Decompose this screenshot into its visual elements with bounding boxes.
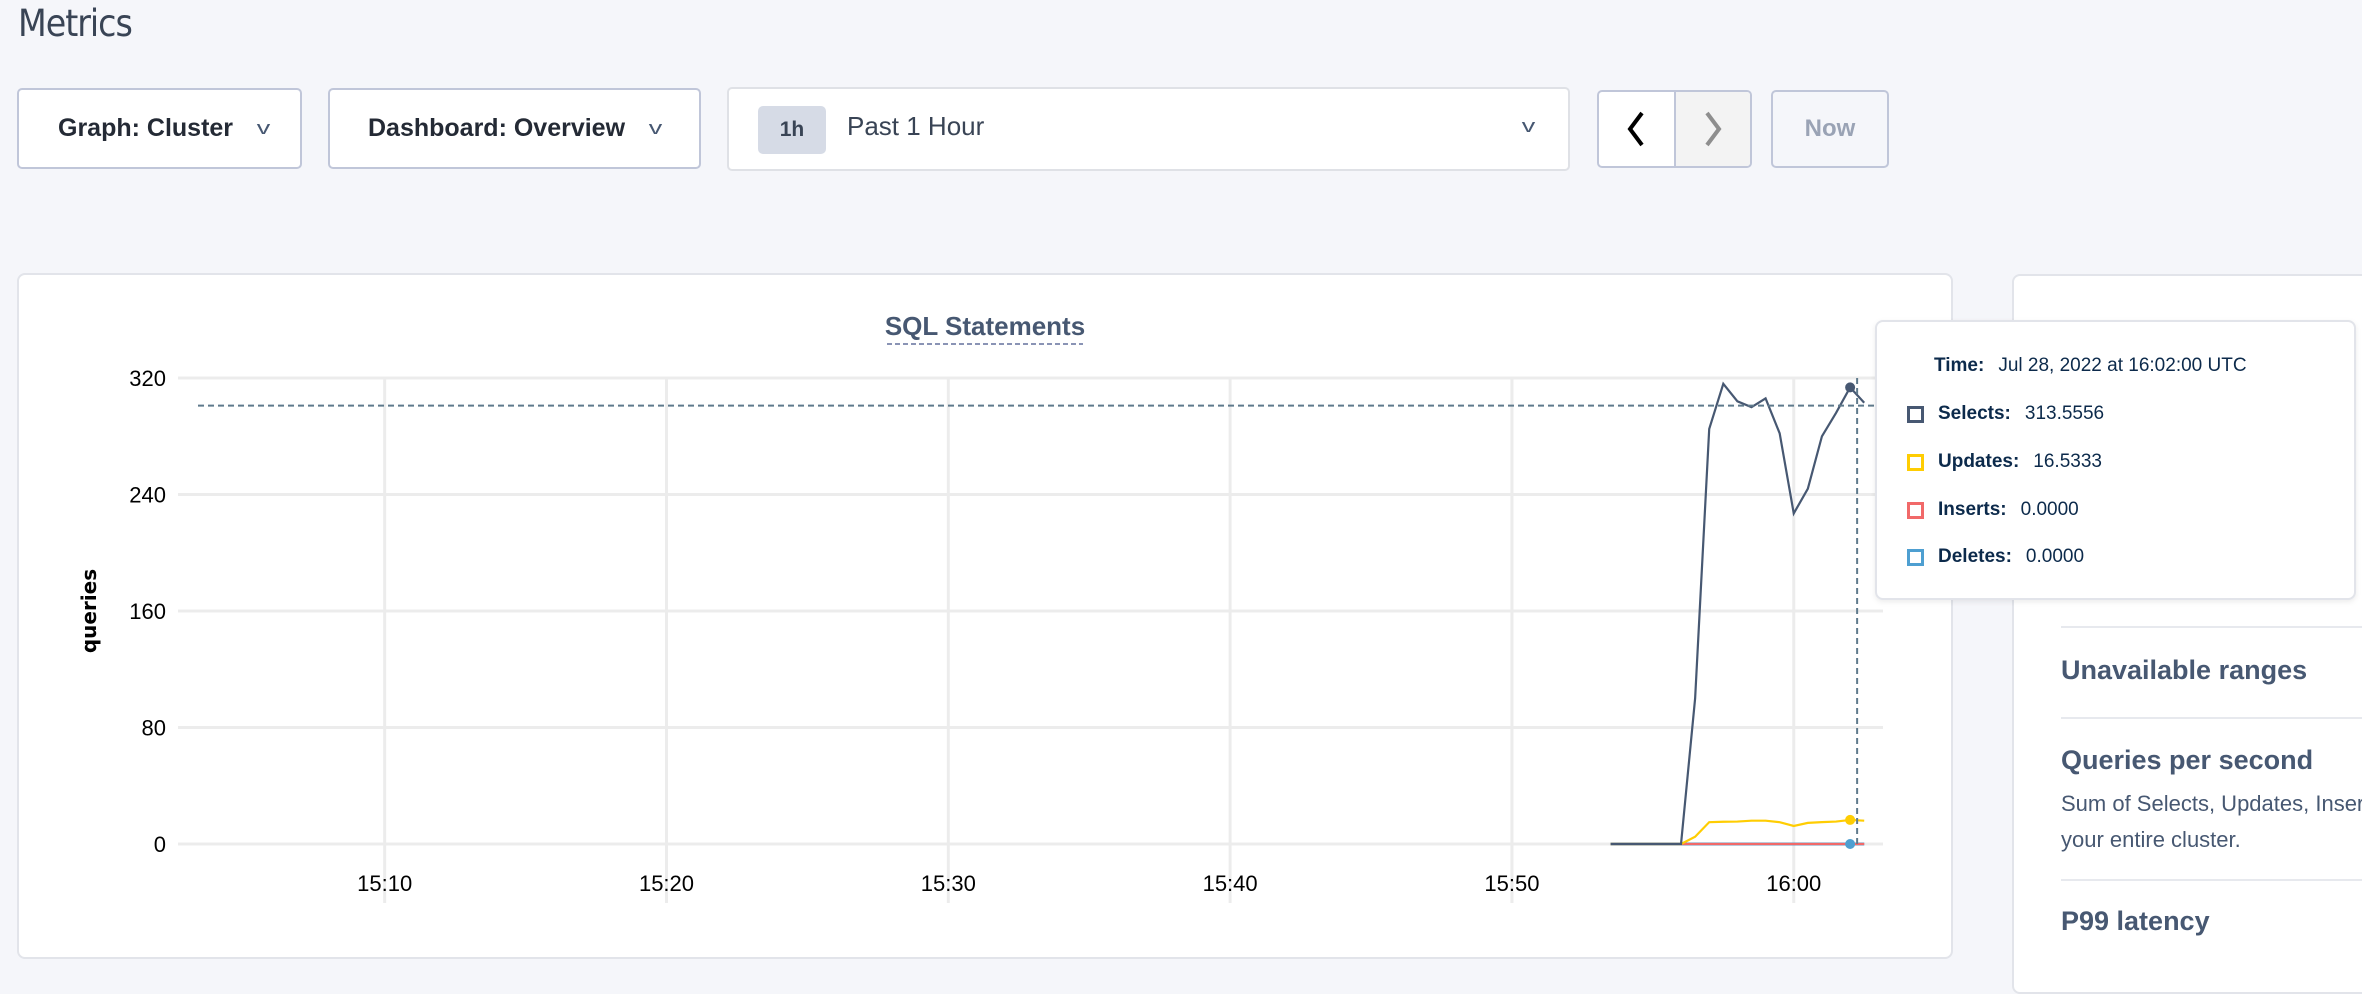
chevron-left-icon [1627, 111, 1644, 147]
hover-point-deletes [1845, 839, 1856, 849]
hover-point-updates [1845, 814, 1856, 825]
tooltip-time-value: Jul 28, 2022 at 16:02:00 UTC [1998, 355, 2247, 376]
graph-dropdown[interactable]: Graph: Cluster v [17, 88, 302, 169]
tooltip-row-selects: Selects: 313.5556 [1907, 403, 2104, 425]
tooltip-time-label: Time: [1934, 355, 1985, 376]
chart-title: SQL Statements [885, 311, 1085, 341]
time-range-label: Past 1 Hour [847, 111, 985, 141]
tooltip-value: 0.0000 [2025, 546, 2085, 567]
queries-per-second-desc-2: your entire cluster. [2061, 827, 2241, 852]
chevron-down-icon: v [1521, 116, 1536, 136]
y-tick-label: 0 [154, 832, 166, 857]
chevron-right-icon [1705, 111, 1722, 147]
chart-tooltip: Time: Jul 28, 2022 at 16:02:00 UTC Selec… [1875, 320, 2356, 600]
tooltip-value: 0.0000 [2020, 499, 2079, 520]
divider [2061, 879, 2362, 881]
tooltip-row-updates: Updates: 16.5333 [1907, 451, 2102, 473]
updates-legend-square-icon [1907, 453, 1924, 471]
tooltip-row-deletes: Deletes: 0.0000 [1907, 546, 2084, 568]
next-button[interactable] [1675, 92, 1750, 166]
unavailable-ranges-heading: Unavailable ranges [2061, 655, 2308, 685]
tooltip-time-row: Time: Jul 28, 2022 at 16:02:00 UTC [1934, 355, 2247, 377]
x-tick-label: 15:10 [357, 871, 412, 896]
x-tick-label: 15:50 [1484, 871, 1539, 896]
tooltip-label: Inserts: [1938, 499, 2007, 520]
dashboard-dropdown-label: Dashboard: Overview [368, 114, 626, 142]
y-tick-label: 240 [129, 483, 166, 508]
tooltip-value: 313.5556 [2024, 403, 2105, 424]
time-range-dropdown[interactable]: 1h Past 1 Hour v [727, 87, 1570, 171]
x-tick-label: 15:20 [639, 871, 694, 896]
tooltip-label: Updates: [1938, 451, 2020, 472]
tooltip-row-inserts: Inserts: 0.0000 [1907, 499, 2079, 521]
tooltip-value: 16.5333 [2033, 451, 2102, 472]
x-tick-label: 16:00 [1766, 871, 1821, 896]
selects-legend-square-icon [1907, 405, 1924, 423]
divider [2061, 626, 2362, 628]
page-title: Metrics [18, 2, 133, 45]
y-tick-label: 80 [142, 716, 166, 741]
queries-per-second-desc: Sum of Selects, Updates, Inser [2061, 791, 2362, 816]
now-button[interactable]: Now [1771, 90, 1889, 168]
queries-per-second-heading: Queries per second [2061, 745, 2314, 775]
y-axis-label: queries [77, 569, 101, 653]
dashboard-dropdown[interactable]: Dashboard: Overview v [328, 88, 701, 169]
inserts-legend-square-icon [1907, 501, 1924, 519]
series-line-selects [1610, 381, 1866, 846]
divider [2061, 717, 2362, 719]
hover-point-selects [1845, 382, 1856, 393]
tooltip-label: Selects: [1938, 403, 2011, 424]
y-tick-label: 160 [129, 599, 166, 624]
series-line-updates [1610, 818, 1865, 846]
sql-statements-chart[interactable]: SQL Statements queries 0 80 160 240 320 15:10 15… [0, 0, 1960, 966]
x-tick-label: 15:40 [1203, 871, 1258, 896]
time-nav-group [1597, 90, 1752, 168]
y-tick-label: 320 [129, 366, 166, 391]
graph-dropdown-label: Graph: Cluster [58, 114, 234, 142]
x-tick-label: 15:30 [921, 871, 976, 896]
chevron-down-icon: v [648, 118, 663, 138]
time-range-badge: 1h [758, 106, 826, 154]
chevron-down-icon: v [256, 118, 271, 138]
deletes-legend-square-icon [1907, 548, 1924, 566]
p99-latency-heading: P99 latency [2061, 906, 2210, 936]
previous-button[interactable] [1599, 92, 1676, 166]
tooltip-label: Deletes: [1938, 546, 2012, 567]
